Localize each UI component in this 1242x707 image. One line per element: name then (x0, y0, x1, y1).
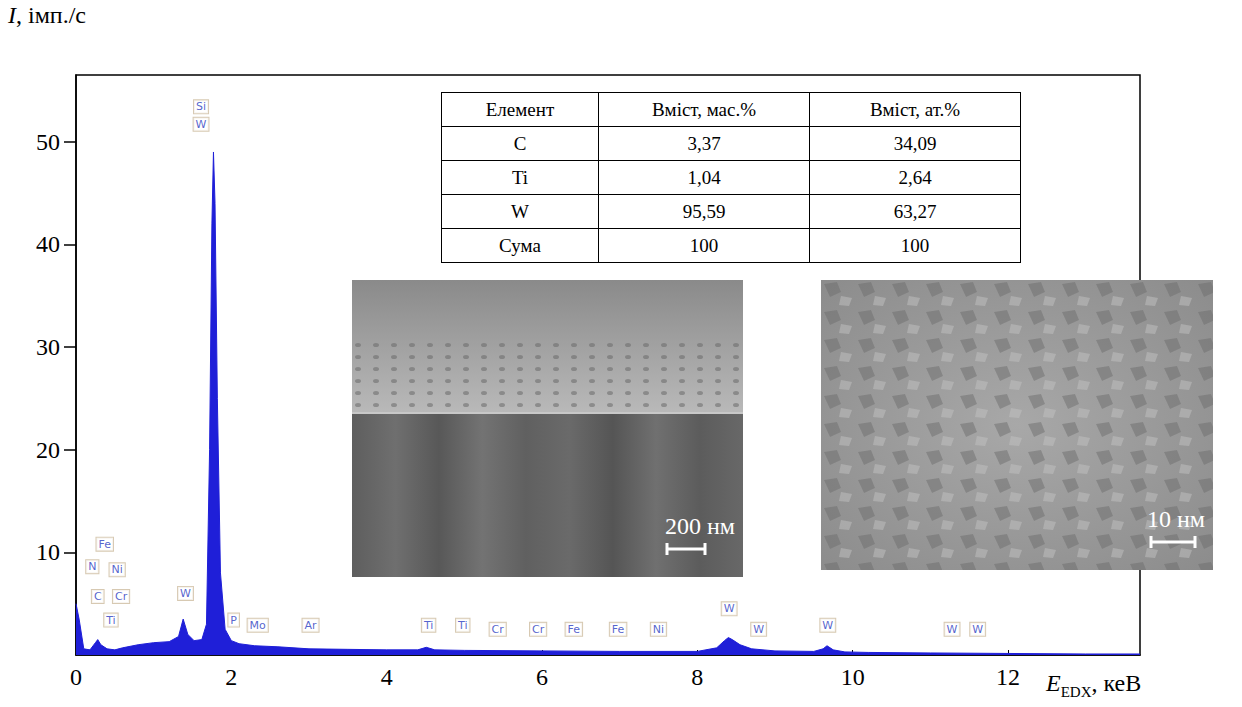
html-text:W: W (511, 200, 529, 222)
html-text:Елемент: Елемент (485, 98, 555, 120)
svg-text:Cr: Cr (532, 623, 545, 636)
html-text:2,64: 2,64 (898, 166, 932, 188)
svg-text:Fe: Fe (568, 623, 581, 636)
html-text:Сума: Сума (499, 234, 541, 256)
svg-text:Fe: Fe (612, 623, 625, 636)
svg-text:W: W (196, 118, 207, 131)
svg-text:Ti: Ti (423, 619, 433, 632)
svg-text:40: 40 (36, 231, 60, 257)
svg-text:Mo: Mo (250, 619, 266, 632)
svg-text:W: W (753, 623, 764, 636)
html-text:10 нм: 10 нм (1147, 506, 1205, 532)
html-text:100: 100 (900, 234, 930, 256)
svg-text:4: 4 (381, 664, 393, 690)
html-text:100: 100 (689, 234, 719, 256)
svg-text:Cr: Cr (115, 590, 128, 603)
svg-text:P: P (230, 614, 237, 627)
svg-text:6: 6 (536, 664, 548, 690)
svg-text:2: 2 (225, 664, 237, 690)
svg-text:20: 20 (36, 437, 60, 463)
html-text:34,09: 34,09 (893, 132, 937, 154)
html-text:200 нм: 200 нм (665, 513, 735, 539)
svg-text:Si: Si (196, 100, 206, 113)
svg-text:W: W (947, 623, 958, 636)
svg-text:12: 12 (996, 664, 1020, 690)
svg-text:W: W (724, 602, 735, 615)
svg-text:Ar: Ar (305, 619, 318, 632)
svg-text:W: W (972, 623, 983, 636)
svg-text:10: 10 (841, 664, 865, 690)
html-text:95,59: 95,59 (682, 200, 726, 222)
html-text:EEDX, кеВ: EEDX, кеВ (1046, 670, 1142, 700)
svg-text:Cr: Cr (492, 623, 505, 636)
svg-text:Ti: Ti (457, 619, 467, 632)
html-text:3,37: 3,37 (687, 132, 721, 154)
svg-text:Fe: Fe (98, 538, 111, 551)
html-text:C: C (513, 132, 527, 154)
svg-text:Ti: Ti (105, 614, 115, 627)
svg-text:Ni: Ni (653, 623, 664, 636)
svg-text:10: 10 (36, 539, 60, 565)
svg-text:C: C (94, 590, 102, 603)
svg-text:30: 30 (36, 334, 60, 360)
html-text:Вміст, мас.%: Вміст, мас.% (651, 98, 757, 120)
svg-text:Ni: Ni (112, 563, 123, 576)
svg-text:8: 8 (691, 664, 703, 690)
html-text:Ti: Ti (511, 166, 529, 188)
svg-text:0: 0 (70, 664, 82, 690)
html-text:63,27: 63,27 (893, 200, 937, 222)
html-text:1,04: 1,04 (687, 166, 721, 188)
html-text:Вміст, ат.%: Вміст, ат.% (869, 98, 961, 120)
svg-text:W: W (822, 619, 833, 632)
svg-text:50: 50 (36, 129, 60, 155)
svg-text:N: N (88, 560, 96, 573)
html-text:I, імп./с: I, імп./с (8, 2, 86, 28)
svg-text:W: W (180, 587, 191, 600)
